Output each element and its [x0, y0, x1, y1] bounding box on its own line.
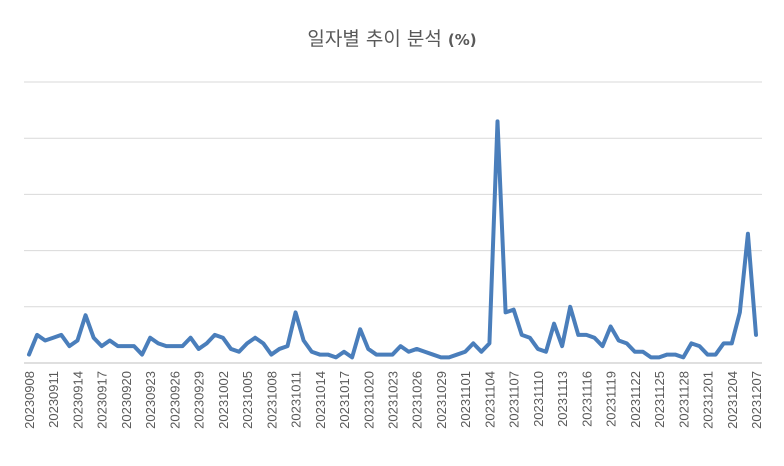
x-tick-label: 20231002: [216, 371, 231, 429]
chart-title-unit: (%): [447, 31, 477, 49]
x-tick-label: 20231107: [507, 371, 522, 428]
x-tick-label: 20231008: [264, 371, 279, 429]
x-tick-label: 20231011: [289, 371, 304, 428]
gridlines: [24, 81, 762, 364]
x-tick-label: 20231005: [240, 371, 255, 429]
x-tick-label: 20230926: [167, 371, 182, 429]
x-tick-label: 20230929: [192, 371, 207, 429]
x-tick-label: 20231026: [410, 371, 425, 429]
x-tick-label: 20231104: [482, 371, 497, 428]
x-tick-label: 20231119: [604, 371, 619, 427]
x-tick-label: 20231125: [652, 371, 667, 428]
x-tick-label: 20231014: [313, 371, 328, 429]
x-tick-label: 20231113: [555, 371, 570, 427]
chart-title: 일자별 추이 분석 (%): [0, 24, 784, 51]
x-tick-label: 20230923: [143, 371, 158, 429]
x-tick-label: 20231029: [434, 371, 449, 429]
x-tick-label: 20231207: [749, 371, 764, 429]
x-tick-label: 20231116: [579, 371, 594, 427]
x-tick-label: 20230914: [70, 371, 85, 429]
x-tick-label: 20231122: [628, 371, 643, 428]
x-axis-ticks: 20230908 20230911 20230914 20230917 20230920…: [22, 371, 764, 429]
x-tick-label: 20230920: [119, 371, 134, 429]
x-tick-label: 20231017: [337, 371, 352, 429]
x-tick-label: 20231023: [386, 371, 401, 429]
chart-title-text: 일자별 추이 분석: [307, 28, 442, 50]
x-tick-label: 20231110: [531, 371, 546, 427]
x-tick-label: 20230911: [46, 371, 61, 428]
x-tick-label: 20231128: [676, 371, 691, 428]
x-tick-label: 20230908: [22, 371, 37, 429]
x-tick-label: 20230917: [95, 371, 110, 429]
x-tick-label: 20231101: [458, 371, 473, 428]
x-tick-label: 20231201: [701, 371, 716, 429]
series-group: [27, 119, 758, 360]
x-tick-label: 20231020: [361, 371, 376, 429]
series-line: [27, 119, 758, 360]
x-tick-label: 20231204: [725, 371, 740, 429]
